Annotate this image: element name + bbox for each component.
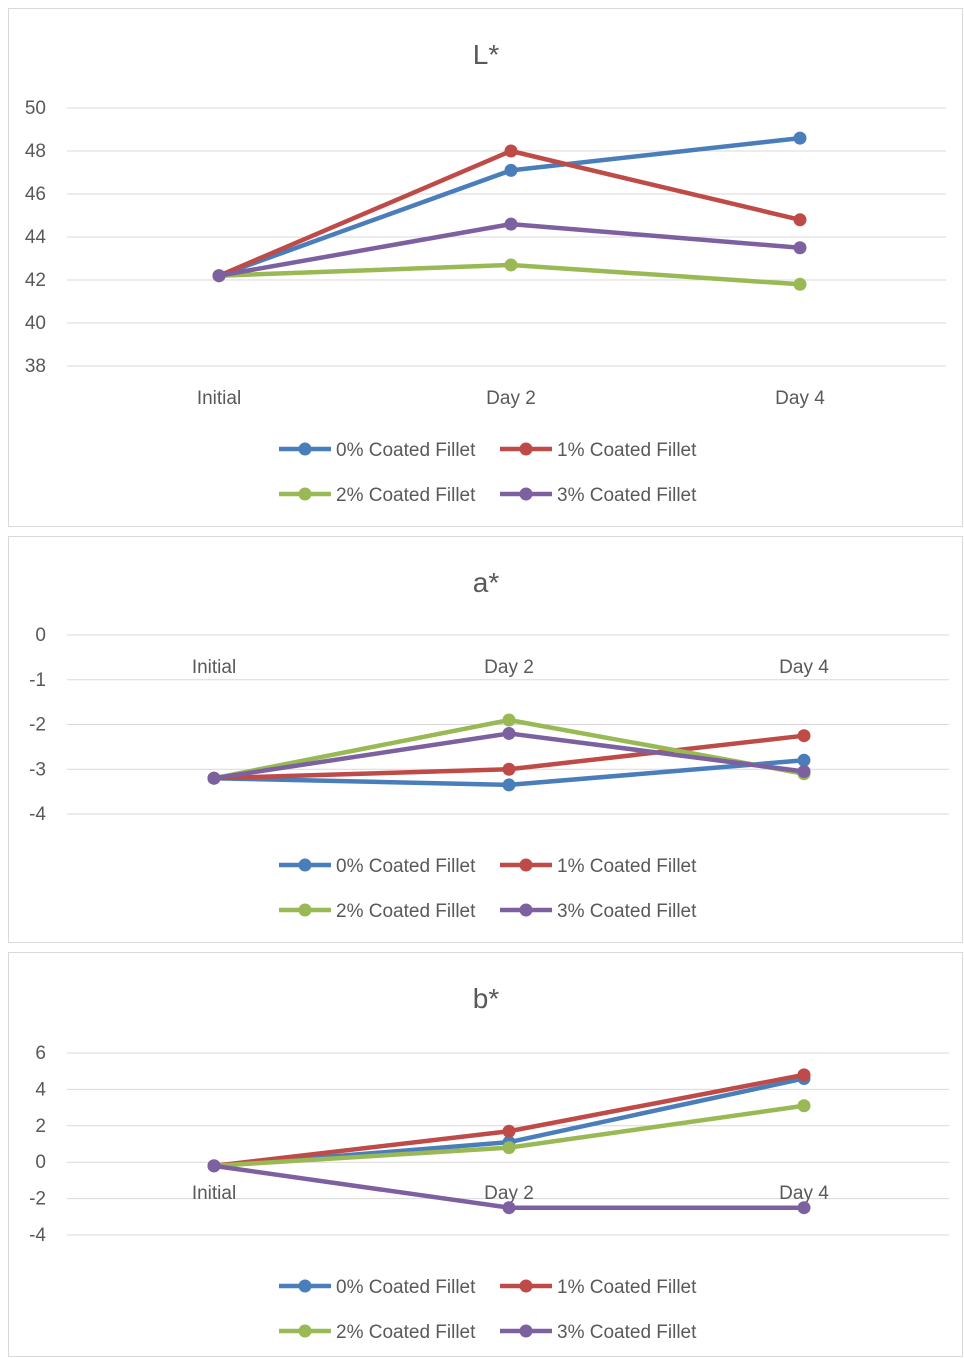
- data-point: [504, 163, 518, 177]
- legend-swatch-marker: [298, 1324, 312, 1338]
- legend-swatch-marker: [519, 442, 533, 456]
- data-point: [502, 713, 516, 727]
- y-tick-label: -4: [29, 804, 46, 825]
- y-tick-label: -3: [29, 759, 46, 780]
- y-tick-label: -4: [29, 1225, 46, 1246]
- legend-swatch-marker: [298, 442, 312, 456]
- data-point: [793, 131, 807, 145]
- chart-a-star-svg: a* -4 -3 -2 -1 0 Initial Day 2 Day 4 0% Coated Fi…: [29, 567, 949, 922]
- legend-swatch-marker: [298, 858, 312, 872]
- data-point: [793, 213, 807, 227]
- chart-title: b*: [473, 983, 500, 1014]
- y-tick-label: -2: [29, 1189, 46, 1210]
- legend-label: 2% Coated Fillet: [336, 485, 476, 506]
- legend-label: 0% Coated Fillet: [336, 1277, 476, 1298]
- data-point: [793, 241, 807, 255]
- y-tick-label: 40: [25, 313, 46, 334]
- y-tick-label: 0: [35, 625, 46, 646]
- y-tick-label: 48: [25, 141, 46, 162]
- chart-title: L*: [473, 39, 500, 70]
- y-tick-label: 50: [25, 98, 46, 119]
- data-point: [502, 762, 516, 776]
- legend-label: 1% Coated Fillet: [557, 856, 697, 877]
- data-point: [797, 753, 811, 767]
- y-tick-label: -1: [29, 670, 46, 691]
- y-tick-label: 38: [25, 356, 46, 377]
- data-point: [797, 764, 811, 778]
- y-tick-label: 42: [25, 270, 46, 291]
- data-point: [502, 778, 516, 792]
- x-tick-label: Day 2: [484, 1183, 534, 1204]
- chart-l-star: L* 38 40 42 44 46 48 50 Initial Day 2 Day 4 0% Coat…: [8, 8, 963, 527]
- legend-label: 3% Coated Fillet: [557, 485, 697, 506]
- data-point: [207, 771, 221, 785]
- legend-label: 0% Coated Fillet: [336, 856, 476, 877]
- data-point: [504, 258, 518, 272]
- y-tick-label: 44: [25, 227, 47, 248]
- legend-swatch-marker: [519, 903, 533, 917]
- y-tick-label: -2: [29, 715, 46, 736]
- x-tick-label: Day 4: [775, 388, 825, 409]
- x-tick-label: Day 4: [779, 657, 829, 678]
- y-tick-label: 46: [25, 184, 46, 205]
- data-point: [504, 144, 518, 158]
- legend-swatch-marker: [519, 858, 533, 872]
- x-tick-label: Day 4: [779, 1183, 829, 1204]
- x-tick-label: Day 2: [484, 657, 534, 678]
- legend-label: 3% Coated Fillet: [557, 901, 697, 922]
- legend-label: 1% Coated Fillet: [557, 1277, 697, 1298]
- chart-b-star-svg: b* -4 -2 0 2 4 6 Initial Day 2 Day 4 0% Coated Fil…: [29, 983, 949, 1343]
- legend-swatch-marker: [519, 487, 533, 501]
- data-point: [207, 1159, 221, 1173]
- data-point: [502, 1124, 516, 1138]
- chart-b-star: b* -4 -2 0 2 4 6 Initial Day 2 Day 4 0% Coated Fil…: [8, 952, 963, 1357]
- data-point: [502, 726, 516, 740]
- legend-label: 1% Coated Fillet: [557, 440, 697, 461]
- y-tick-label: 6: [35, 1043, 46, 1064]
- y-tick-label: 0: [35, 1152, 46, 1173]
- y-tick-label: 2: [35, 1116, 46, 1137]
- legend-label: 2% Coated Fillet: [336, 1322, 476, 1343]
- chart-title: a*: [473, 567, 500, 598]
- x-tick-label: Initial: [192, 1183, 236, 1204]
- chart-a-star: a* -4 -3 -2 -1 0 Initial Day 2 Day 4 0% Coated Fi…: [8, 536, 963, 943]
- legend-label: 0% Coated Fillet: [336, 440, 476, 461]
- data-point: [797, 1201, 811, 1215]
- data-point: [797, 1099, 811, 1113]
- data-point: [797, 1068, 811, 1082]
- y-tick-label: 4: [35, 1079, 46, 1100]
- legend-swatch-marker: [298, 903, 312, 917]
- data-point: [504, 217, 518, 231]
- data-point: [797, 729, 811, 743]
- legend-label: 3% Coated Fillet: [557, 1322, 697, 1343]
- legend-swatch-marker: [298, 487, 312, 501]
- legend-swatch-marker: [519, 1279, 533, 1293]
- data-point: [793, 277, 807, 291]
- legend-swatch-marker: [519, 1324, 533, 1338]
- data-point: [502, 1201, 516, 1215]
- x-tick-label: Day 2: [486, 388, 536, 409]
- series-line: [216, 135, 803, 278]
- data-point: [502, 1141, 516, 1155]
- x-tick-label: Initial: [192, 657, 236, 678]
- x-tick-label: Initial: [197, 388, 241, 409]
- legend-label: 2% Coated Fillet: [336, 901, 476, 922]
- data-point: [212, 269, 226, 283]
- chart-l-star-svg: L* 38 40 42 44 46 48 50 Initial Day 2 Day 4 0% Coat…: [25, 39, 946, 506]
- legend-swatch-marker: [298, 1279, 312, 1293]
